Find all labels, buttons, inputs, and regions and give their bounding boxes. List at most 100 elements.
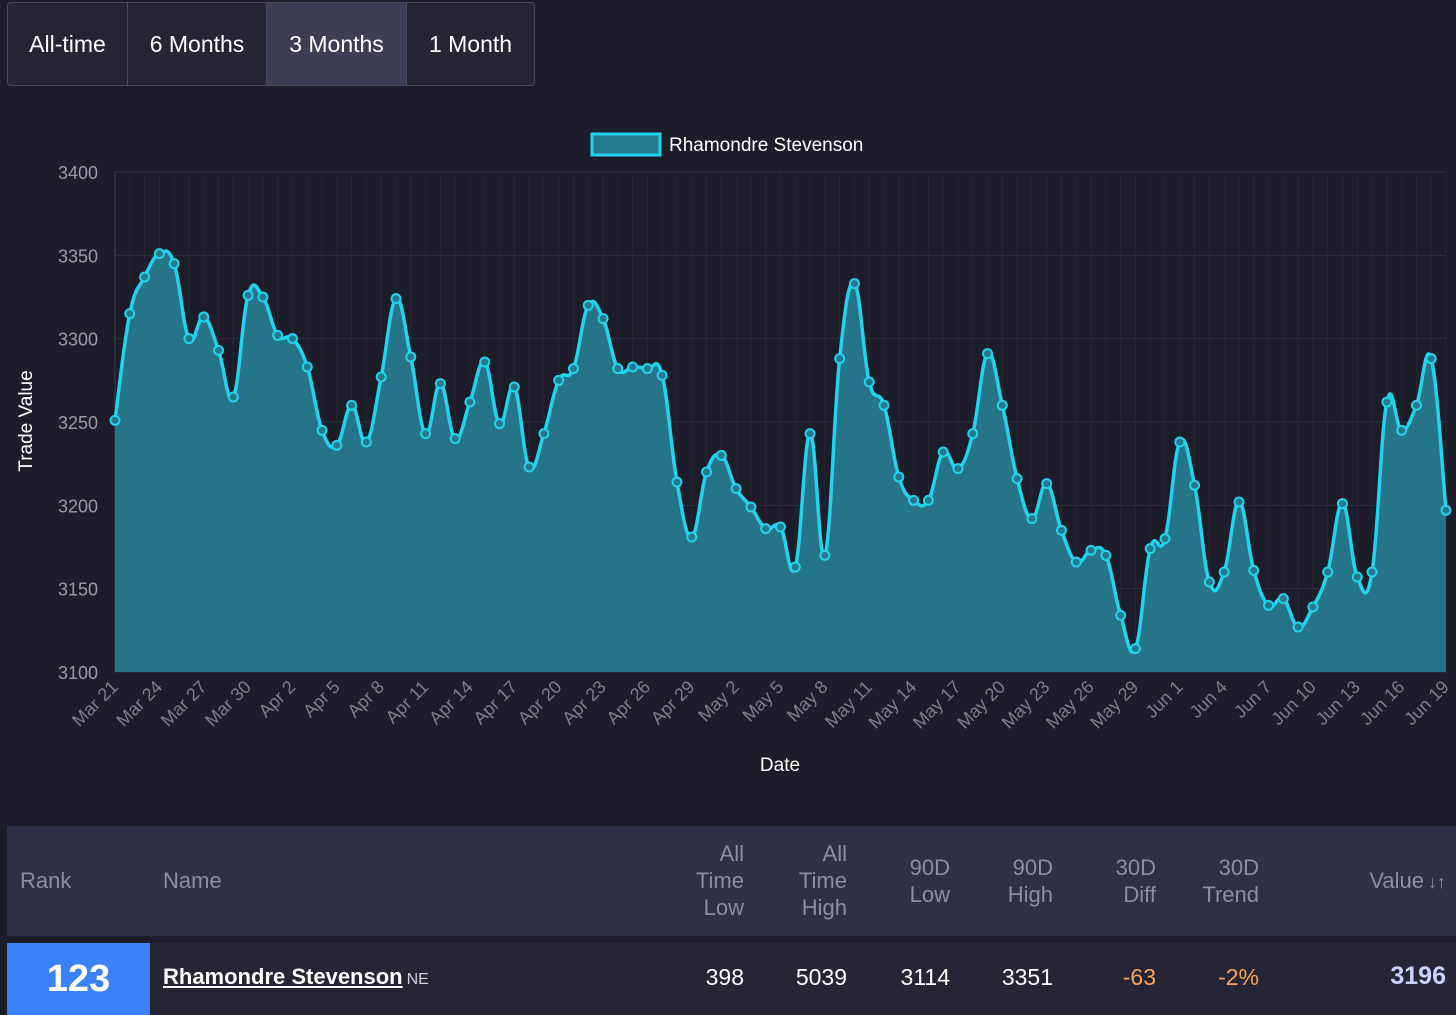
cell-30d-diff: -63	[1122, 964, 1156, 990]
data-point	[213, 344, 225, 356]
x-tick-label: May 29	[1086, 677, 1142, 733]
data-point	[1041, 478, 1053, 490]
data-point	[1263, 599, 1275, 611]
data-point	[1026, 513, 1038, 525]
data-point	[1070, 556, 1082, 568]
header-all-time-low[interactable]: All Time Low	[696, 840, 744, 921]
y-tick-label: 3400	[58, 163, 98, 183]
x-tick-label: Mar 24	[112, 677, 166, 731]
header-rank[interactable]: Rank	[20, 868, 72, 893]
header-30d-trend[interactable]: 30D Trend	[1202, 854, 1259, 908]
cell-90d-high: 3351	[1001, 964, 1053, 990]
data-point	[316, 424, 328, 436]
data-point	[922, 494, 934, 506]
data-point	[331, 439, 343, 451]
header-90d-low-line: 90D	[909, 855, 950, 880]
x-tick-label: Jun 16	[1356, 677, 1408, 729]
x-tick-label: Jun 13	[1312, 677, 1364, 729]
data-point	[1366, 566, 1378, 578]
header-30d-diff-line: Diff	[1123, 882, 1156, 907]
data-point	[227, 391, 239, 403]
data-point	[183, 333, 195, 345]
data-point	[124, 308, 136, 320]
data-point	[1322, 566, 1334, 578]
y-tick-label: 3250	[58, 413, 98, 433]
header-value-label: Value	[1369, 868, 1424, 893]
data-point	[346, 399, 358, 411]
x-tick-label: May 5	[739, 677, 788, 726]
data-point	[508, 381, 520, 393]
data-point	[434, 378, 446, 390]
data-point	[996, 399, 1008, 411]
header-90d-high-line: High	[1007, 882, 1053, 907]
data-point	[878, 399, 890, 411]
data-point	[1292, 621, 1304, 633]
data-point	[464, 396, 476, 408]
data-point	[1189, 479, 1201, 491]
x-tick-label: Apr 23	[558, 677, 610, 729]
data-point	[286, 333, 298, 345]
data-point	[523, 461, 535, 473]
sort-desc-icon[interactable]: ↓↑	[1428, 872, 1446, 892]
x-tick-label: May 20	[953, 677, 1009, 733]
data-point	[819, 549, 831, 561]
data-point	[153, 248, 165, 260]
data-point	[1351, 571, 1363, 583]
data-point	[390, 293, 402, 305]
x-tick-label: Jun 4	[1186, 677, 1231, 722]
data-point	[1440, 504, 1452, 516]
y-tick-label: 3200	[58, 496, 98, 516]
x-tick-label: May 11	[821, 677, 876, 732]
x-tick-label: Apr 20	[514, 677, 566, 729]
data-point	[1410, 399, 1422, 411]
header-all-time-high[interactable]: All Time High	[799, 840, 847, 921]
header-90d-high[interactable]: 90D High	[1008, 854, 1053, 908]
data-point	[553, 374, 565, 386]
data-point	[1336, 498, 1348, 510]
y-tick-label: 3150	[58, 580, 98, 600]
header-30d-trend-line: Trend	[1202, 882, 1259, 907]
data-point	[641, 363, 653, 375]
header-value[interactable]: Value ↓↑	[1369, 867, 1446, 896]
data-point	[671, 476, 683, 488]
data-point	[982, 348, 994, 360]
data-point	[494, 418, 506, 430]
header-30d-diff-line: 30D	[1115, 855, 1156, 880]
data-point	[834, 353, 846, 365]
y-tick-label: 3300	[58, 330, 98, 350]
header-name[interactable]: Name	[163, 868, 222, 893]
player-name-link[interactable]: Rhamondre Stevenson	[163, 964, 403, 989]
data-point	[967, 428, 979, 440]
legend-label: Rhamondre Stevenson	[669, 135, 863, 156]
data-point	[701, 466, 713, 478]
rank-badge: 123	[7, 943, 150, 1015]
x-axis-title: Date	[760, 755, 800, 776]
x-tick-label: Apr 5	[299, 677, 344, 722]
header-30d-diff[interactable]: 30D Diff	[1116, 854, 1156, 908]
tab-all-time[interactable]: All-time	[8, 3, 128, 85]
data-point	[1425, 353, 1437, 365]
header-90d-low[interactable]: 90D Low	[910, 854, 950, 908]
table-row: 123 Rhamondre Stevenson NE 398 5039 3114 …	[7, 943, 1456, 1015]
cell-all-time-high: 5039	[795, 964, 847, 990]
series-area-fill	[115, 251, 1446, 672]
tab-3-months[interactable]: 3 Months	[267, 3, 407, 85]
data-point	[760, 523, 772, 535]
data-point	[1233, 496, 1245, 508]
header-all-time-low-line: Time	[695, 868, 744, 893]
data-point	[597, 313, 609, 325]
data-point	[1218, 566, 1230, 578]
data-point	[405, 351, 417, 363]
header-all-time-high-line: All	[822, 841, 847, 866]
tab-1-month[interactable]: 1 Month	[428, 30, 513, 57]
data-point	[893, 471, 905, 483]
tab-6-months[interactable]: 6 Months	[128, 3, 267, 85]
x-tick-label: Apr 8	[343, 677, 388, 722]
x-tick-label: May 2	[694, 677, 743, 726]
data-point	[1115, 609, 1127, 621]
data-point	[715, 449, 727, 461]
data-point	[198, 311, 210, 323]
y-axis-title: Trade Value	[16, 370, 37, 471]
legend-swatch	[590, 132, 662, 157]
data-point	[1144, 543, 1156, 555]
